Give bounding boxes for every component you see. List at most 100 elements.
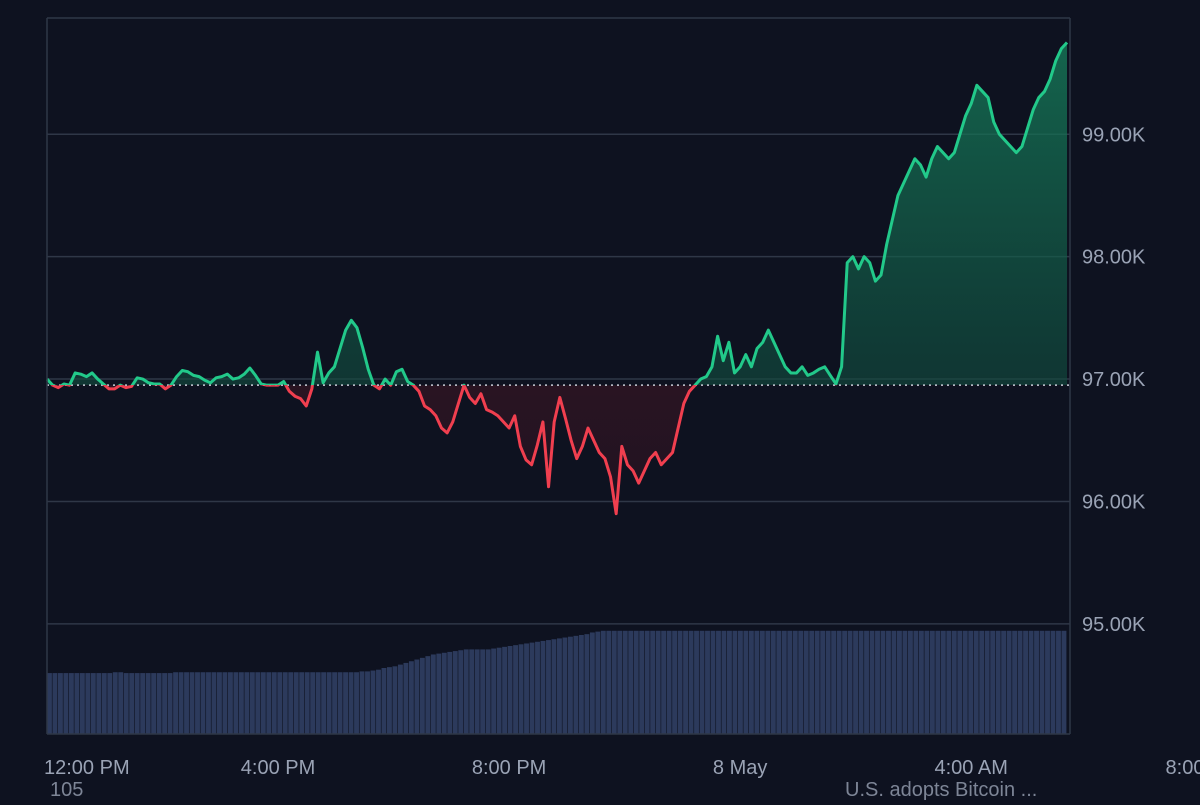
- volume-bar: [430, 654, 436, 734]
- volume-bar: [271, 672, 277, 734]
- volume-bar: [167, 673, 173, 734]
- volume-bar: [151, 673, 157, 734]
- volume-bar: [759, 630, 765, 734]
- footer-right-label[interactable]: U.S. adopts Bitcoin ...: [845, 779, 1037, 801]
- volume-bar: [496, 647, 502, 734]
- volume-bar: [1023, 630, 1029, 734]
- volume-bar: [217, 672, 222, 734]
- volume-bar: [414, 659, 420, 734]
- volume-bar: [940, 630, 946, 734]
- volume-bar: [1045, 630, 1050, 734]
- volume-bar: [524, 643, 529, 734]
- volume-bar: [721, 630, 727, 734]
- volume-bar: [891, 630, 897, 734]
- volume-bar: [1061, 630, 1067, 734]
- volume-bar: [189, 672, 195, 734]
- volume-bar: [864, 630, 869, 734]
- volume-bar: [310, 672, 316, 734]
- volume-bar: [1028, 630, 1034, 734]
- volume-bar: [452, 651, 458, 734]
- volume-bar: [567, 636, 573, 734]
- volume-bar: [85, 673, 91, 734]
- volume-bar: [727, 630, 732, 734]
- volume-bar: [540, 640, 546, 734]
- volume-bar: [716, 630, 721, 734]
- price-line-up: [45, 41, 1069, 386]
- axes: [46, 18, 1071, 735]
- volume-bar: [63, 673, 69, 734]
- price-line: [45, 41, 1069, 516]
- volume-bar: [661, 630, 667, 734]
- x-tick-label: 8 May: [713, 757, 767, 779]
- volume-bar: [502, 646, 508, 734]
- volume-bar: [765, 630, 771, 734]
- volume-bar: [337, 672, 343, 734]
- volume-bar: [666, 630, 672, 734]
- volume-bar: [907, 630, 913, 734]
- volume-bar: [875, 630, 880, 734]
- volume-bar: [156, 673, 162, 734]
- volume-bar: [573, 635, 579, 734]
- volume-bar: [842, 630, 848, 734]
- volume-bar: [266, 672, 272, 734]
- volume-bar: [957, 630, 963, 734]
- volume-bar: [847, 630, 853, 734]
- volume-bar: [288, 672, 294, 734]
- volume-bar: [831, 630, 837, 734]
- volume-bar: [249, 672, 255, 734]
- volume-bar: [683, 630, 689, 734]
- volume-bar: [814, 630, 820, 734]
- volume-bar: [299, 672, 305, 734]
- volume-bar: [425, 656, 431, 734]
- volume-bar: [491, 648, 497, 734]
- volume-bar: [184, 672, 189, 734]
- volume-bar: [897, 630, 902, 734]
- volume-bar: [96, 673, 102, 734]
- volume-bar: [617, 630, 623, 734]
- volume-bar: [853, 630, 859, 734]
- volume-bar: [1012, 630, 1018, 734]
- volume-bar: [387, 667, 392, 734]
- volume-bar: [792, 630, 798, 734]
- volume-bar: [419, 657, 425, 734]
- volume-bar: [869, 630, 875, 734]
- volume-bar: [639, 630, 645, 734]
- volume-bar: [1050, 630, 1056, 734]
- volume-bar: [551, 639, 557, 734]
- volume-bar: [200, 672, 206, 734]
- volume-bar: [809, 630, 815, 734]
- y-tick-label: 97.00K: [1082, 369, 1146, 391]
- volume-bar: [233, 672, 239, 734]
- price-line-down: [50, 385, 837, 516]
- volume-bar: [595, 631, 601, 734]
- volume-bar: [628, 630, 634, 734]
- volume-bar: [935, 630, 941, 734]
- volume-bar: [441, 652, 447, 734]
- volume-bar: [776, 630, 782, 734]
- volume-bar: [825, 630, 831, 734]
- volume-bar: [321, 672, 327, 734]
- area-above-baseline: [47, 42, 1067, 386]
- volume-bar: [962, 630, 968, 734]
- volume-bar: [195, 672, 200, 734]
- volume-bar: [973, 630, 979, 734]
- volume-bar: [211, 672, 217, 734]
- volume-bar: [282, 672, 288, 734]
- volume-bar: [562, 637, 568, 734]
- volume-bar: [392, 666, 398, 734]
- volume-bar: [798, 630, 804, 734]
- x-tick-label: 4:00 PM: [241, 757, 315, 779]
- volume-bar: [304, 672, 310, 734]
- volume-bar: [918, 630, 924, 734]
- volume-bar: [584, 634, 590, 734]
- volume-bar: [951, 630, 957, 734]
- volume-bar: [606, 630, 612, 734]
- volume-bar: [134, 673, 140, 734]
- volume-bar: [173, 672, 179, 734]
- volume-bar: [710, 630, 716, 734]
- volume-bar: [880, 630, 886, 734]
- volume-bar: [244, 672, 250, 734]
- volume-bar: [507, 646, 513, 734]
